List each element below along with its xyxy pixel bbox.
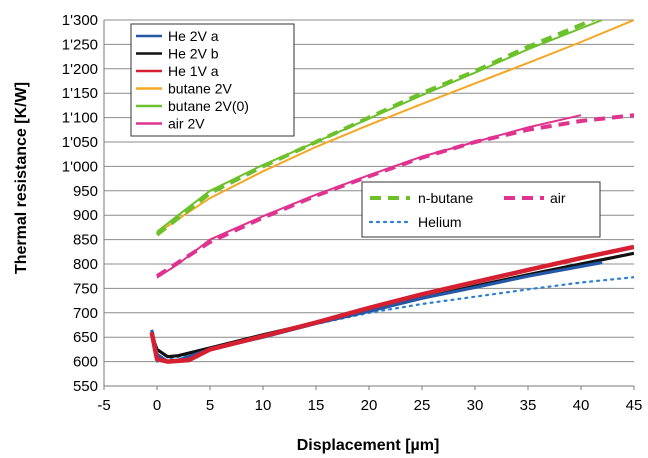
series-line-air [155, 113, 634, 278]
legend-label-air-2v: air 2V [168, 116, 205, 132]
legend-middle-right: n-butane air Helium [361, 181, 601, 238]
y-tick-label-750: 750 [73, 280, 98, 297]
y-axis-ticks: 550 600 650 700 750 800 850 900 950 1'000 1'050 1'1… [62, 12, 98, 395]
series-line-butane-2v [156, 20, 634, 235]
y-tick-label-1-200: 1'200 [62, 61, 98, 78]
legend-label-butane-2v-0: butane 2V(0) [168, 98, 249, 114]
legend-upper-left-box [130, 23, 295, 137]
x-tick-label-0: 0 [153, 397, 161, 414]
y-tick-label-850: 850 [73, 232, 98, 249]
y-tick-label-800: 800 [73, 256, 98, 273]
y-tick-label-600: 600 [73, 354, 98, 371]
y-tick-label-900: 900 [73, 207, 98, 224]
series-line-he-1v-a [149, 244, 634, 364]
y-tick-label-1-150: 1'150 [62, 85, 98, 102]
y-tick-label-550: 550 [73, 378, 98, 395]
legend-label-n-butane: n-butane [418, 190, 473, 206]
y-tick-label-700: 700 [73, 305, 98, 322]
y-tick-label-950: 950 [73, 183, 98, 200]
legend-label-air: air [550, 190, 566, 206]
x-tick-label-45: 45 [626, 397, 643, 414]
y-axis-title: Thermal resistance [K/W] [13, 82, 30, 274]
legend-label-he-1v-a: He 1V a [168, 63, 219, 79]
series-lines [149, 20, 634, 364]
x-tick-label-20: 20 [361, 397, 378, 414]
legend-label-helium: Helium [418, 214, 462, 230]
x-axis-ticks: -5 0 5 10 15 20 25 30 35 40 45 [97, 386, 642, 414]
legend-label-butane-2v: butane 2V [168, 81, 232, 97]
y-tick-label-1-050: 1'050 [62, 134, 98, 151]
legend-label-he-2v-a: He 2V a [168, 28, 219, 44]
x-axis-title: Displacement [µm] [297, 437, 440, 454]
x-tick-label-10: 10 [255, 397, 272, 414]
x-tick-label-30: 30 [467, 397, 484, 414]
series-line-helium [155, 276, 634, 363]
x-tick-label-15: 15 [308, 397, 325, 414]
y-tick-label-1-300: 1'300 [62, 12, 98, 29]
series-line-n-butane [155, 20, 597, 237]
x-tick-label-25: 25 [414, 397, 431, 414]
x-tick-label-35: 35 [520, 397, 537, 414]
x-tick-label-5: -5 [97, 397, 110, 414]
x-tick-label-40: 40 [573, 397, 590, 414]
legend-middle-right-box [361, 181, 601, 238]
y-tick-label-1-000: 1'000 [62, 158, 98, 175]
x-tick-label-5: 5 [206, 397, 214, 414]
y-tick-label-650: 650 [73, 329, 98, 346]
y-tick-label-1-250: 1'250 [62, 36, 98, 53]
legend-label-he-2v-b: He 2V b [168, 46, 219, 62]
y-tick-label-1-100: 1'100 [62, 110, 98, 127]
